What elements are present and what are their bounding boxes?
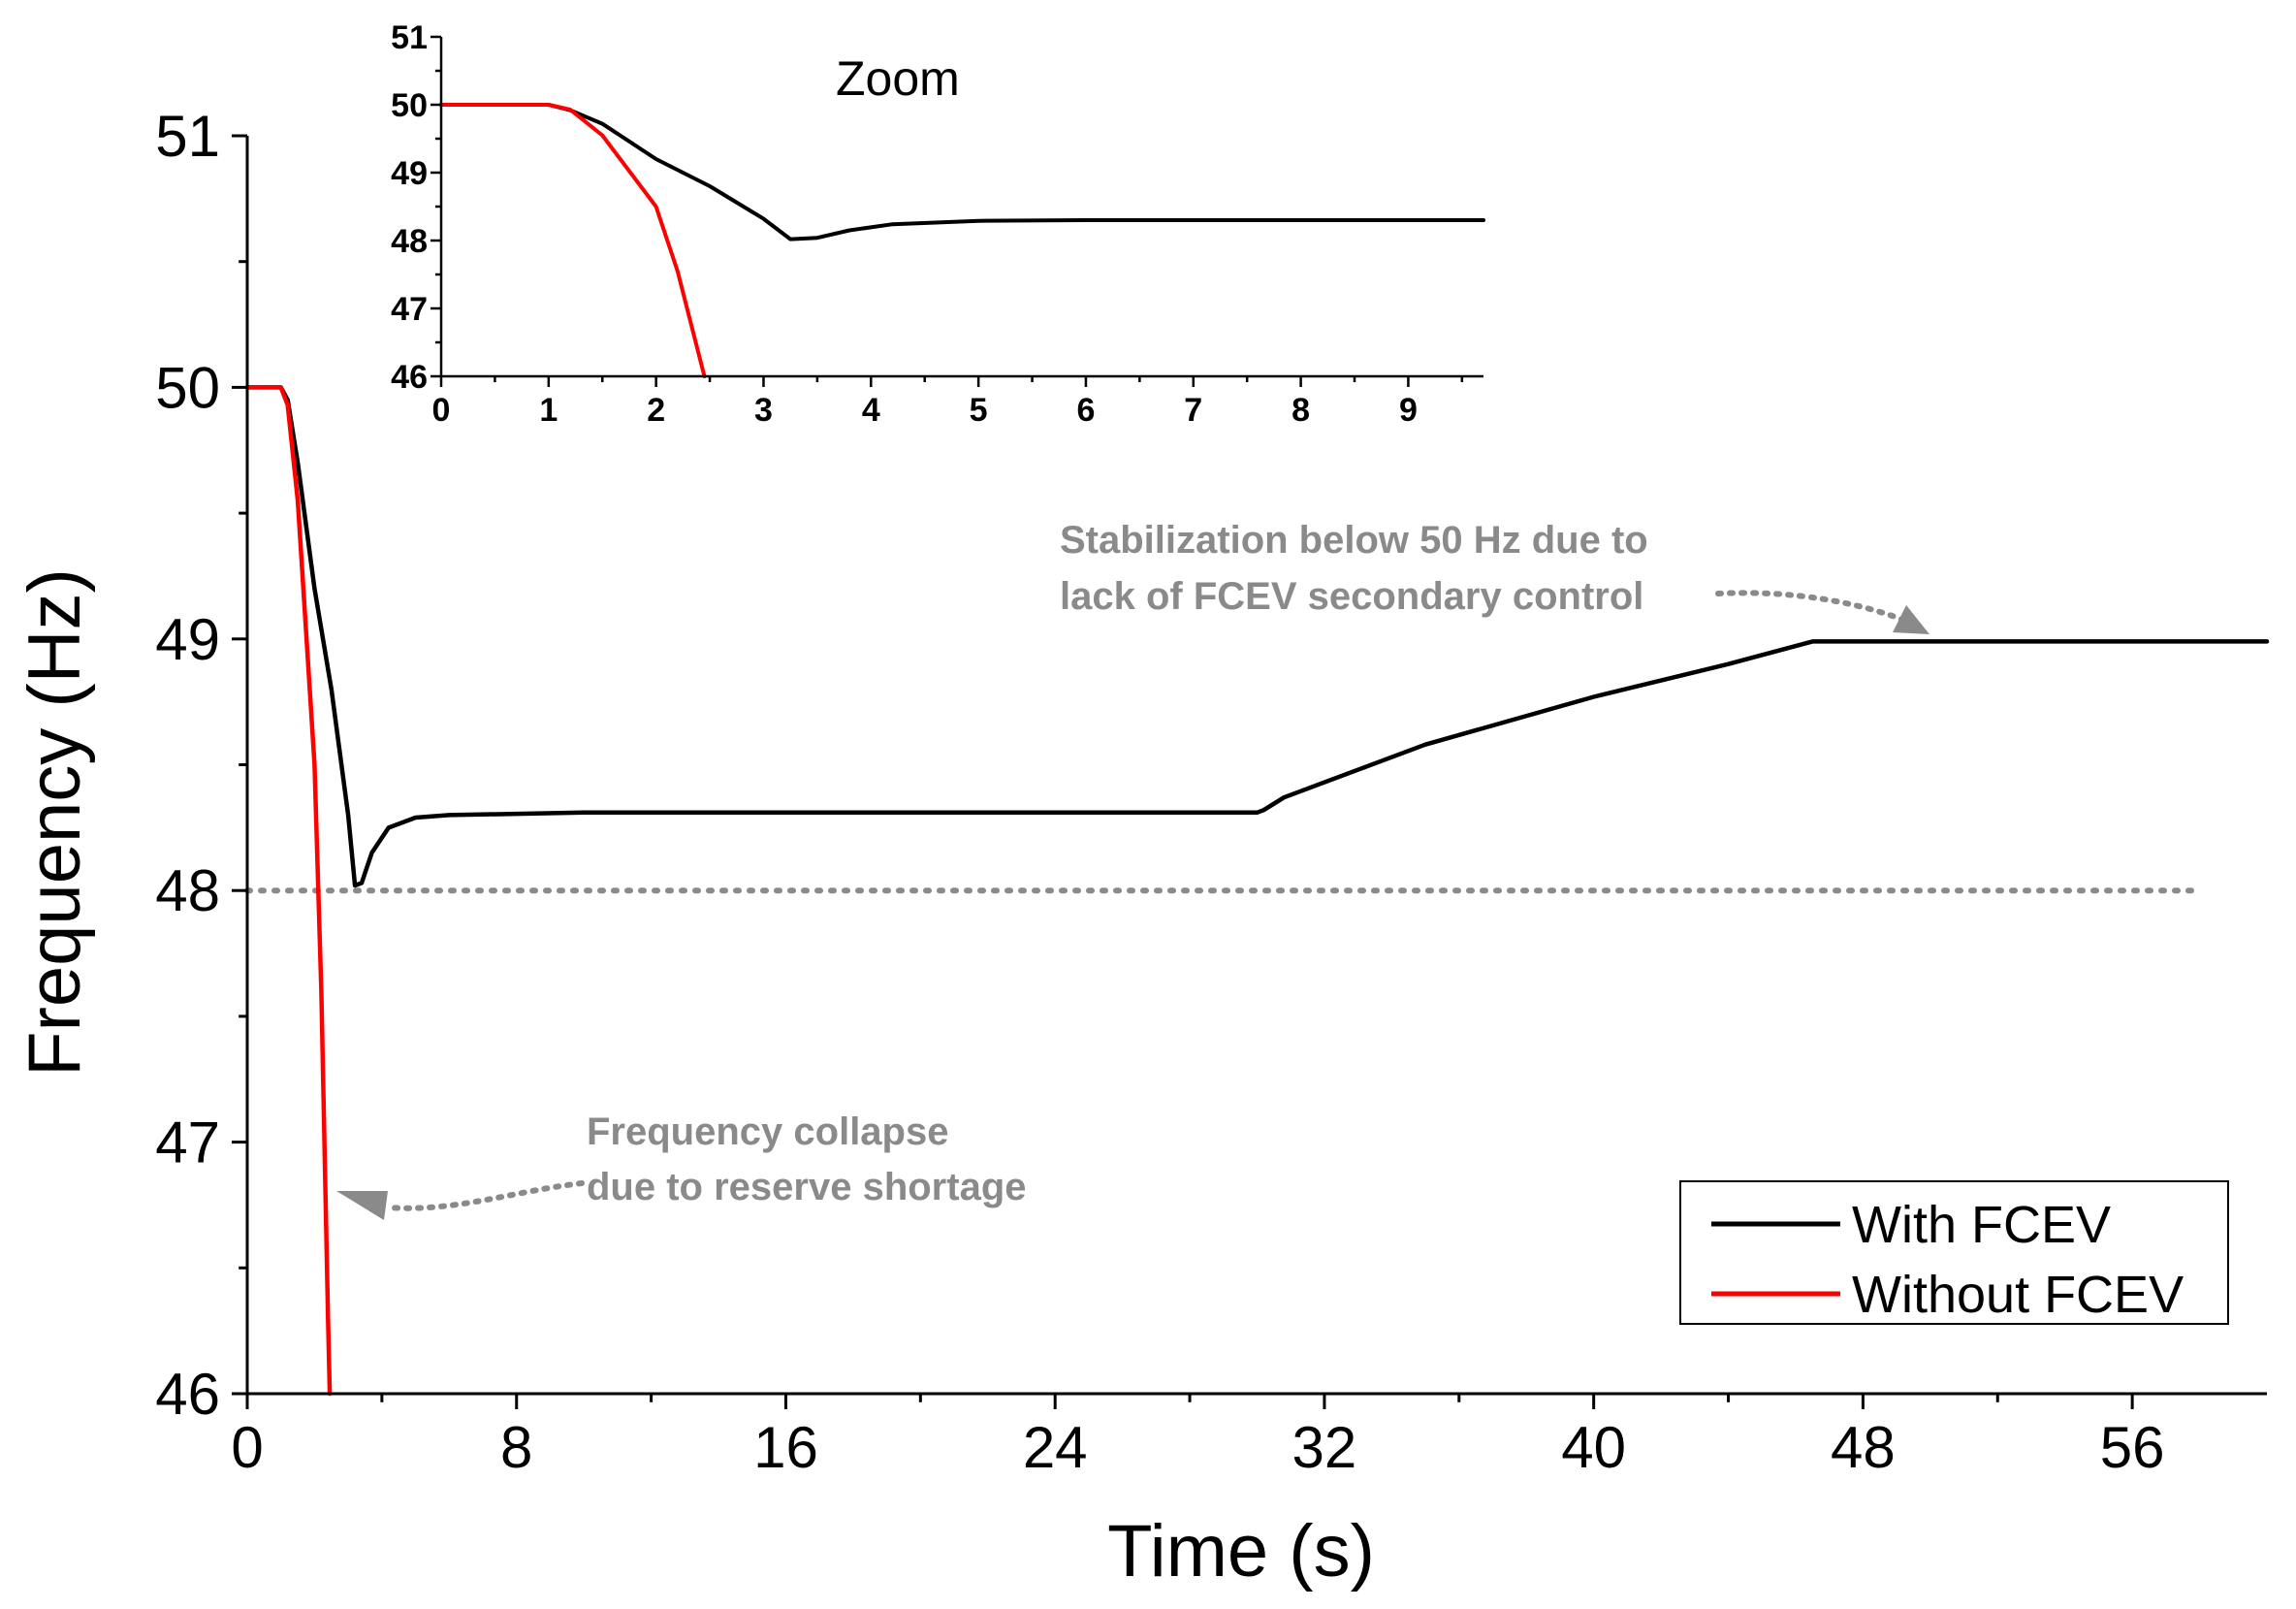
main-x-tick-label: 24 [1023, 1415, 1088, 1480]
inset-y-ticks: 46 47 48 49 50 51 [391, 19, 441, 396]
main-x-tick-label: 16 [753, 1415, 818, 1480]
inset-y-tick-label: 51 [391, 19, 428, 56]
inset-title: Zoom [836, 51, 960, 106]
main-y-tick-label: 47 [155, 1110, 220, 1175]
main-x-tick-label: 48 [1831, 1415, 1896, 1480]
main-y-ticks: 46 47 48 49 50 51 [155, 104, 247, 1427]
inset-y-tick-label: 49 [391, 155, 428, 192]
main-y-tick-label: 48 [155, 858, 220, 923]
inset-y-tick-label: 50 [391, 87, 428, 124]
main-x-tick-label: 40 [1561, 1415, 1626, 1480]
main-y-tick-label: 51 [155, 104, 220, 169]
inset-series-with-fcev [439, 103, 1485, 241]
inset-x-tick-label: 3 [754, 392, 773, 429]
main-series-with-fcev [244, 385, 2270, 888]
main-x-tick-label: 32 [1292, 1415, 1357, 1480]
inset-y-tick-label: 46 [391, 359, 428, 396]
main-y-tick-label: 49 [155, 607, 220, 672]
inset-x-tick-label: 6 [1076, 392, 1095, 429]
inset-x-tick-label: 0 [432, 392, 451, 429]
y-axis-title: Frequency (Hz) [14, 568, 96, 1077]
main-series-without-fcev [244, 385, 333, 1397]
inset-y-tick-label: 48 [391, 223, 428, 260]
inset-y-tick-label: 47 [391, 291, 428, 328]
inset-series-without-fcev [439, 103, 707, 378]
legend-label-with-fcev: With FCEV [1852, 1196, 2111, 1254]
annotation-collapse-line-2: due to reserve shortage [587, 1166, 1027, 1208]
inset-x-tick-label: 9 [1399, 392, 1418, 429]
inset-series-group [439, 103, 1485, 378]
legend-box [1679, 1180, 2229, 1325]
inset-x-tick-label: 2 [647, 392, 665, 429]
annotation-stabilization-arrow [1715, 590, 1908, 624]
main-x-tick-label: 8 [500, 1415, 532, 1480]
x-axis-title: Time (s) [1107, 1510, 1375, 1593]
annotation-stabilization-line-1: Stabilization below 50 Hz due to [1060, 519, 1648, 562]
main-series-group [244, 385, 2270, 1397]
inset-x-tick-label: 8 [1292, 392, 1310, 429]
main-x-tick-label: 0 [231, 1415, 263, 1480]
annotation-stabilization-line-2: lack of FCEV secondary control [1060, 575, 1643, 618]
inset-x-tick-label: 5 [970, 392, 988, 429]
inset-x-tick-label: 7 [1184, 392, 1202, 429]
main-x-ticks: 0 8 16 24 32 40 48 56 [231, 1394, 2165, 1480]
main-x-tick-label: 56 [2100, 1415, 2165, 1480]
inset-x-tick-label: 1 [539, 392, 558, 429]
inset-x-tick-label: 4 [862, 392, 880, 429]
legend: With FCEV Without FCEV [1679, 1180, 2229, 1325]
main-y-tick-label: 50 [155, 355, 220, 420]
annotation-collapse-line-1: Frequency collapse [587, 1110, 948, 1153]
annotation-collapse: Frequency collapse due to reserve shorta… [336, 1110, 1027, 1220]
main-y-tick-label: 46 [155, 1362, 220, 1427]
legend-label-without-fcev: Without FCEV [1852, 1266, 2184, 1324]
inset-x-ticks: 0 1 2 3 4 5 6 7 8 9 [432, 376, 1464, 429]
annotation-stabilization: Stabilization below 50 Hz due to lack of… [1060, 519, 1929, 634]
arrowhead-icon [1893, 605, 1929, 634]
inset-zoom-chart: 46 47 48 49 50 51 0 1 2 3 4 5 6 7 8 9 Zoom [391, 19, 1485, 429]
arrowhead-icon [336, 1191, 388, 1220]
annotation-collapse-arrow [385, 1180, 585, 1211]
